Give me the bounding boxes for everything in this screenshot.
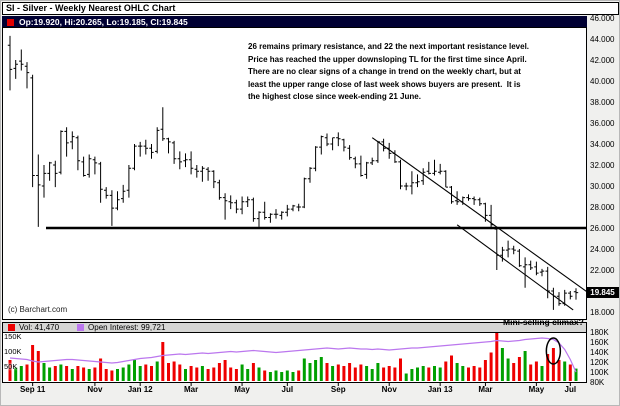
annotation-line: Price has reached the upper downsloping … [248,54,527,64]
x-axis-label: Nov [87,385,103,394]
price-axis-label: 30.000 [590,181,615,191]
price-axis-label: 42.000 [590,55,615,65]
x-axis-label: Sep 11 [19,385,46,394]
x-axis-label: May [234,385,250,394]
volume-legend-label: Vol: 41,470 [19,323,60,332]
volume-axis-label: 150K [4,332,22,341]
x-axis-label: Jul [281,385,294,394]
quote-marker-icon [7,18,14,26]
volume-axis-label: 100K [4,347,22,356]
x-axis-label: Nov [381,385,397,394]
ohlc-quote-text: Op:19.920, Hi:20.265, Lo:19.185, Cl:19.8… [19,17,188,27]
x-axis-label: Mar [183,385,199,394]
price-axis-label: 46.000 [590,13,615,23]
x-axis-label: Jan 13 [427,385,453,394]
barchart-watermark: (c) Barchart.com [8,305,68,314]
x-axis-label: Mar [478,385,493,394]
x-axis-label: Jan 12 [127,385,153,394]
price-axis-label: 44.000 [590,34,615,44]
selling-climax-annotation: Mini-selling climax? [503,317,584,327]
open-interest-axis-label: 140K [590,347,609,357]
price-axis-label: 18.000 [590,307,615,317]
current-price-tag: 19.845 [586,287,619,299]
price-axis-label: 22.000 [590,265,615,275]
open-interest-legend-label: Open Interest: 99,721 [88,323,166,332]
price-axis-label: 24.000 [590,244,615,254]
price-axis-label: 38.000 [590,97,615,107]
x-axis-label: Sep [330,385,346,394]
open-interest-axis-label: 160K [590,337,609,347]
price-axis-label: 40.000 [590,76,615,86]
price-axis-label: 32.000 [590,160,615,170]
open-interest-axis-label: 100K [590,367,609,377]
annotation-line: least the upper range close of last week… [248,79,521,89]
price-axis-label: 34.000 [590,139,615,149]
x-axis-label: May [528,385,545,394]
price-axis-label: 26.000 [590,223,615,233]
open-interest-axis-label: 80K [590,377,605,387]
volume-legend: Vol: 41,470 Open Interest: 99,721 [2,322,587,333]
price-axis-label: 28.000 [590,202,615,212]
annotation-line: There are no clear signs of a change in … [248,67,521,77]
x-axis-label: Jul [564,385,577,394]
open-interest-axis-label: 180K [590,327,609,337]
volume-axis-label: 50K [4,362,18,371]
open-interest-axis-label: 120K [590,357,609,367]
open-interest-swatch-icon [77,324,85,331]
price-axis-label: 36.000 [590,118,615,128]
annotation-line: 26 remains primary resistance, and 22 th… [248,42,530,51]
window-title: SI - Silver - Weekly Nearest OHLC Chart [2,2,619,15]
analyst-annotation: 26 remains primary resistance, and 22 th… [248,41,529,104]
volume-swatch-icon [8,324,15,331]
annotation-line: the highest close since week-ending 21 J… [248,92,421,102]
quote-bar: Op:19.920, Hi:20.265, Lo:19.185, Cl:19.8… [2,16,587,28]
